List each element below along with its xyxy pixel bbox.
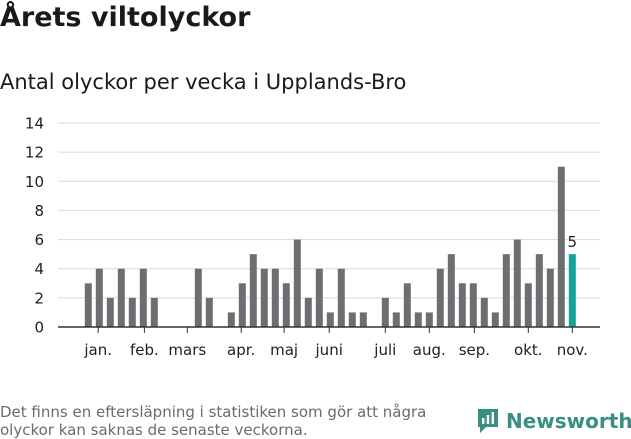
bar-week-19	[282, 283, 290, 327]
y-tick-label-12: 12	[25, 144, 44, 162]
y-tick-label-14: 14	[25, 115, 44, 133]
bar-week-4	[117, 268, 125, 327]
bar-week-24	[337, 268, 345, 327]
bar-week-31	[414, 312, 422, 327]
bar-week-41	[524, 283, 532, 327]
bar-week-22	[315, 268, 323, 327]
bar-week-38	[491, 312, 499, 327]
newsworthy-logo: Newsworthy	[476, 407, 631, 435]
x-tick-label-juli: juli	[373, 341, 396, 359]
bar-week-37	[480, 297, 488, 327]
bar-week-30	[403, 283, 411, 327]
bar-week-7	[150, 297, 158, 327]
bar-week-3	[106, 297, 114, 327]
bar-week-17	[260, 268, 268, 327]
x-tick-label-juni: juni	[315, 341, 343, 359]
bar-week-32	[425, 312, 433, 327]
bar-week-14	[227, 312, 235, 327]
x-tick-label-okt: okt.	[514, 341, 543, 359]
x-tick-label-feb: feb.	[130, 341, 159, 359]
bar-week-29	[392, 312, 400, 327]
bar-week-35	[458, 283, 466, 327]
y-tick-label-8: 8	[34, 202, 44, 220]
bar-week-16	[249, 254, 257, 327]
bar-week-43	[546, 268, 554, 327]
bar-week-34	[447, 254, 455, 327]
x-tick-label-apr: apr.	[227, 341, 255, 359]
footnote: Det finns en eftersläpning i statistiken…	[0, 403, 427, 439]
y-tick-label-6: 6	[34, 231, 44, 249]
bar-week-5	[128, 297, 136, 327]
x-tick-label-jan: jan.	[83, 341, 112, 359]
bar-week-12	[205, 297, 213, 327]
newsworthy-logo-icon	[478, 409, 498, 433]
x-tick-label-sep: sep.	[459, 341, 490, 359]
bar-week-18	[271, 268, 279, 327]
bar-week-39	[502, 254, 510, 327]
bar-week-21	[304, 297, 312, 327]
bar-week-15	[238, 283, 246, 327]
bar-week-36	[469, 283, 477, 327]
y-tick-label-4: 4	[34, 260, 44, 278]
bar-week-6	[139, 268, 147, 327]
bar-week-40	[513, 239, 521, 327]
x-tick-label-maj: maj	[270, 341, 298, 359]
bar-week-44	[557, 166, 565, 327]
x-tick-label-aug: aug.	[413, 341, 446, 359]
y-tick-label-0: 0	[34, 319, 44, 337]
bar-week-11	[194, 268, 202, 327]
bar-week-28	[381, 297, 389, 327]
x-tick-label-nov: nov.	[557, 341, 588, 359]
bar-highlight-week-45	[568, 254, 576, 327]
bar-week-20	[293, 239, 301, 327]
bar-week-33	[436, 268, 444, 327]
newsworthy-logo-text: Newsworthy	[506, 409, 631, 433]
bar-week-2	[95, 268, 103, 327]
bar-week-25	[348, 312, 356, 327]
highlight-value-label: 5	[568, 233, 578, 251]
bar-week-42	[535, 254, 543, 327]
bar-week-26	[359, 312, 367, 327]
chart-subtitle: Antal olyckor per vecka i Upplands-Bro	[0, 70, 407, 94]
bar-week-23	[326, 312, 334, 327]
bar-week-1	[84, 283, 92, 327]
y-tick-label-10: 10	[25, 173, 44, 191]
y-tick-label-2: 2	[34, 289, 44, 307]
x-tick-label-mars: mars	[168, 341, 206, 359]
chart-title: Årets viltolyckor	[0, 2, 251, 33]
weekly-accidents-bar-chart: 0 2 4 6 8 10 12 14 5 jan. feb. mars apr. maj juni juli a…	[25, 115, 600, 359]
